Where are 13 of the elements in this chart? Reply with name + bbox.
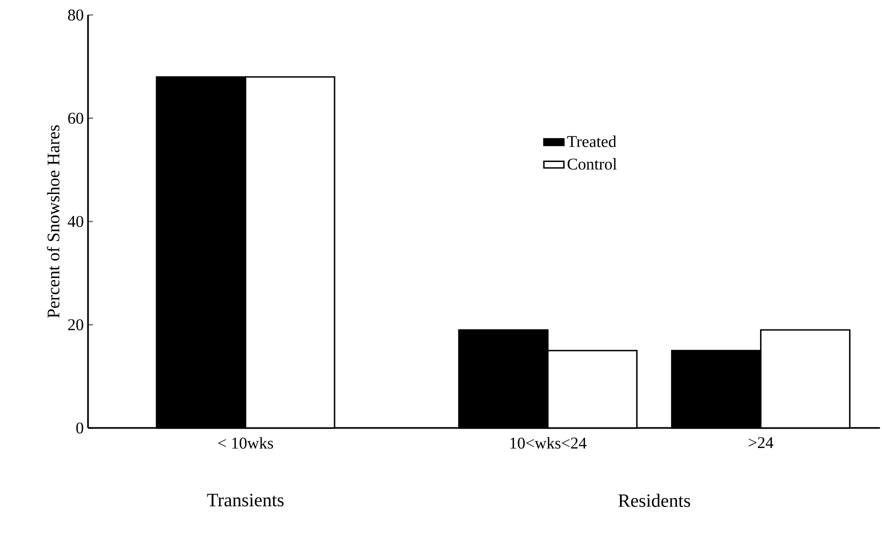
- y-tick-label: 60: [68, 112, 84, 124]
- text: Residents: [618, 494, 690, 507]
- legend-label: Control: [568, 158, 617, 170]
- y-tick-label: 0: [76, 422, 84, 434]
- x-tick-label: >24: [748, 437, 774, 448]
- text: Transients: [207, 494, 284, 506]
- y-axis-title: Percent of Snowshoe Hares: [46, 125, 60, 318]
- y-tick-label: 20: [68, 319, 84, 330]
- x-tick-label: 10<wks<24: [510, 437, 586, 449]
- legend-label: Treated: [567, 136, 616, 148]
- x-tick-label: < 10wks: [218, 437, 274, 449]
- y-tick-label: 40: [68, 216, 84, 228]
- y-tick-label: 80: [68, 9, 84, 21]
